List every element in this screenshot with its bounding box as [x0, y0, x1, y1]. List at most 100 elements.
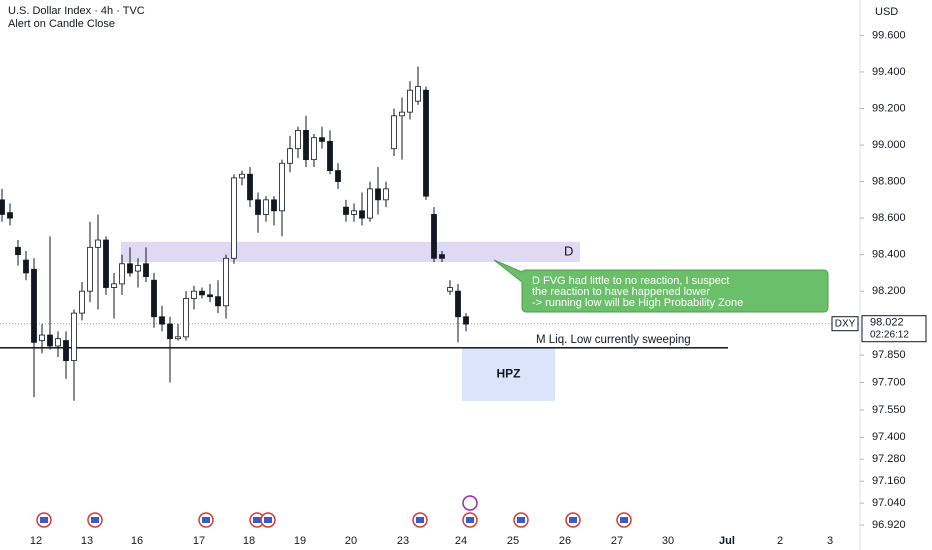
candle-body: [207, 294, 213, 298]
event-icon-flag: [264, 517, 272, 523]
chart-title: U.S. Dollar Index · 4h · TVC: [8, 5, 145, 17]
candle-body: [319, 137, 325, 142]
candle-body: [127, 263, 133, 274]
currency-label: USD: [875, 6, 898, 18]
candle-body: [183, 298, 189, 338]
candle-body: [431, 214, 437, 259]
candle-body: [327, 140, 333, 172]
candle-body: [311, 137, 317, 161]
x-tick-label: Jul: [719, 535, 735, 547]
candle-body: [351, 210, 357, 215]
y-tick-label: 97.040: [872, 497, 906, 509]
x-tick-label: 16: [131, 535, 143, 547]
candle-body: [215, 296, 221, 307]
y-tick-label: 98.200: [872, 285, 906, 297]
candle-body: [295, 130, 301, 150]
candle-body: [399, 111, 405, 117]
x-tick-label: 3: [827, 535, 833, 547]
candle-body: [7, 212, 13, 219]
candle-body: [103, 239, 109, 288]
candle-body: [279, 162, 285, 212]
x-tick-label: 13: [81, 535, 93, 547]
y-tick-label: 97.280: [872, 453, 906, 465]
y-tick-label: 97.550: [872, 404, 906, 416]
y-tick-label: 98.800: [872, 175, 906, 187]
event-icon-flag: [620, 517, 628, 523]
event-icon-flag: [569, 517, 577, 523]
candle-body: [407, 89, 413, 113]
y-tick-label: 99.000: [872, 139, 906, 151]
callout-text: D FVG had little to no reaction, I suspe…: [532, 275, 729, 287]
candle-body: [383, 188, 389, 201]
callout-text: the reaction to have happened lower: [532, 286, 710, 298]
event-icon-flag: [91, 517, 99, 523]
candle-body: [271, 199, 277, 212]
candle-body: [223, 257, 229, 307]
event-icon-flag: [466, 517, 474, 523]
candle-body: [455, 290, 461, 318]
x-tick-label: 18: [243, 535, 255, 547]
x-tick-label: 20: [345, 535, 357, 547]
y-tick-label: 97.160: [872, 475, 906, 487]
candle-body: [263, 199, 269, 215]
candle-body: [191, 290, 197, 299]
event-icon: [462, 495, 478, 511]
candle-body: [175, 336, 181, 340]
y-tick-label: 98.400: [872, 249, 906, 261]
x-tick-label: 24: [455, 535, 467, 547]
candle-body: [79, 290, 85, 314]
chart-subtitle: Alert on Candle Close: [8, 18, 115, 30]
candle-body: [23, 259, 29, 274]
candle-body: [47, 334, 53, 347]
x-tick-label: 19: [294, 535, 306, 547]
candle-body: [239, 173, 245, 179]
x-tick-label: 2: [777, 535, 783, 547]
candle-body: [335, 170, 341, 182]
x-tick-label: 25: [507, 535, 519, 547]
y-tick-label: 97.850: [872, 349, 906, 361]
candle-body: [95, 239, 101, 248]
candle-body: [31, 268, 37, 343]
y-tick-label: 99.200: [872, 102, 906, 114]
candle-body: [343, 206, 349, 215]
candle-body: [287, 148, 293, 164]
candle-body: [423, 89, 429, 197]
candle-body: [391, 115, 397, 150]
x-tick-label: 27: [611, 535, 623, 547]
event-icon-flag: [517, 517, 525, 523]
event-icon-flag: [253, 517, 261, 523]
candle-body: [63, 340, 69, 362]
callout-box: [493, 259, 829, 313]
candle-body: [151, 279, 157, 318]
candle-body: [247, 173, 253, 201]
candle-body: [71, 312, 77, 362]
x-tick-label: 12: [30, 535, 42, 547]
candle-body: [439, 254, 445, 259]
candle-body: [39, 334, 45, 341]
y-tick-label: 98.600: [872, 212, 906, 224]
event-icon-flag: [416, 517, 424, 523]
callout-text: -> running low will be High Probability …: [532, 297, 743, 309]
callout: D FVG had little to no reaction, I suspe…: [493, 259, 829, 313]
candle-body: [303, 130, 309, 161]
candle-body: [447, 287, 453, 292]
candle-body: [359, 210, 365, 219]
zone: [121, 241, 580, 262]
candle-body: [87, 246, 93, 292]
candle-body: [143, 263, 149, 277]
y-tick-label: 96.920: [872, 519, 906, 531]
y-tick-label: 99.600: [872, 29, 906, 41]
event-icon-flag: [40, 517, 48, 523]
candle-body: [135, 265, 141, 272]
last-price-label: 98.022: [870, 317, 904, 329]
candle-body: [167, 323, 173, 340]
y-tick-label: 97.400: [872, 431, 906, 443]
candle-body: [119, 263, 125, 285]
x-tick-label: 30: [662, 535, 674, 547]
candle-body: [367, 188, 373, 219]
candle-body: [415, 86, 421, 102]
price-badge: [861, 315, 927, 343]
candle-body: [0, 199, 5, 215]
x-tick-label: 23: [397, 535, 409, 547]
